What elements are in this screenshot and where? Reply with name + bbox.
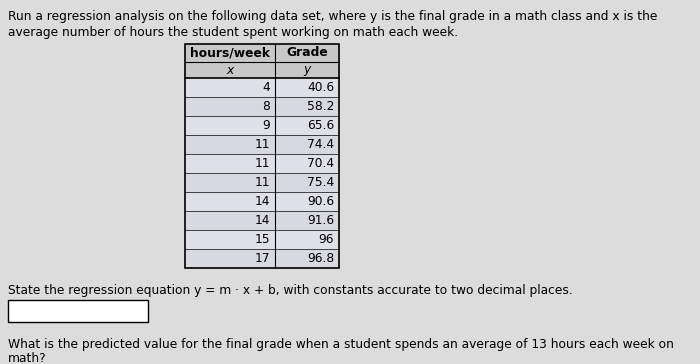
Text: 90.6: 90.6 (307, 195, 334, 208)
Text: 11: 11 (255, 138, 270, 151)
Bar (185, 249, 339, 268)
Text: 91.6: 91.6 (307, 214, 334, 227)
Bar (185, 44, 339, 62)
Bar (185, 173, 339, 192)
Bar (185, 62, 339, 78)
Bar (185, 192, 339, 211)
Bar (185, 135, 339, 154)
Text: 17: 17 (255, 252, 270, 265)
Text: 65.6: 65.6 (307, 119, 334, 132)
Text: y: y (303, 63, 311, 76)
Text: Grade: Grade (286, 47, 328, 59)
Text: 74.4: 74.4 (307, 138, 334, 151)
Text: 14: 14 (255, 195, 270, 208)
Text: math?: math? (8, 352, 47, 364)
Bar (185, 44, 339, 268)
Text: hours/week: hours/week (190, 47, 270, 59)
Text: 40.6: 40.6 (307, 81, 334, 94)
Text: State the regression equation y = m · x + b, with constants accurate to two deci: State the regression equation y = m · x … (8, 284, 573, 297)
Text: 70.4: 70.4 (307, 157, 334, 170)
Bar (185, 154, 339, 173)
Bar (8, 300, 148, 322)
Text: 14: 14 (255, 214, 270, 227)
Text: 96: 96 (318, 233, 334, 246)
Text: Run a regression analysis on the following data set, where y is the final grade : Run a regression analysis on the followi… (8, 10, 657, 23)
Bar (185, 78, 339, 97)
Text: 4: 4 (262, 81, 270, 94)
Text: What is the predicted value for the final grade when a student spends an average: What is the predicted value for the fina… (8, 338, 674, 351)
Text: average number of hours the student spent working on math each week.: average number of hours the student spen… (8, 26, 458, 39)
Text: 11: 11 (255, 157, 270, 170)
Text: 8: 8 (262, 100, 270, 113)
Bar (185, 230, 339, 249)
Text: 15: 15 (254, 233, 270, 246)
Bar (185, 97, 339, 116)
Text: 75.4: 75.4 (307, 176, 334, 189)
Bar (185, 116, 339, 135)
Text: 9: 9 (262, 119, 270, 132)
Text: x: x (226, 63, 234, 76)
Text: 96.8: 96.8 (307, 252, 334, 265)
Text: 58.2: 58.2 (307, 100, 334, 113)
Bar (185, 211, 339, 230)
Text: 11: 11 (255, 176, 270, 189)
